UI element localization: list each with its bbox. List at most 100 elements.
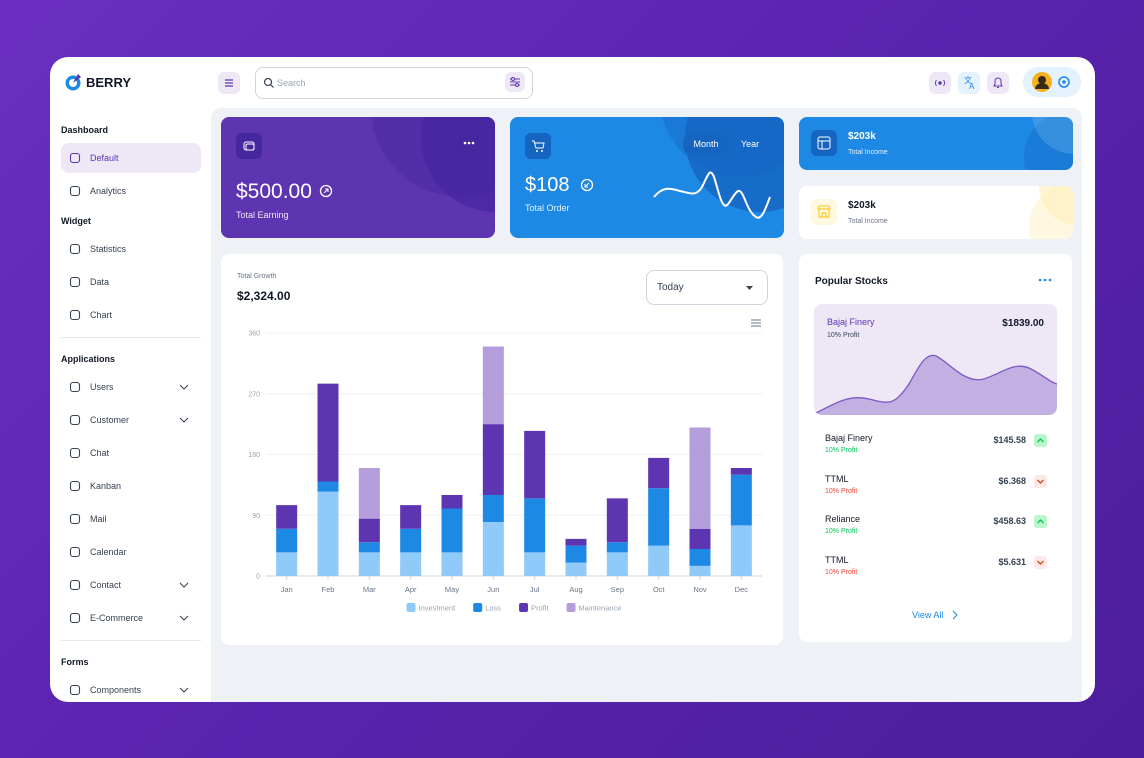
x-tick-label: Mar [363,585,376,594]
earning-menu[interactable] [458,133,480,153]
featured-name: Bajaj Finery [827,317,875,327]
main-content: $500.00 Total Earning Month Year $108 To… [211,108,1082,702]
chevron [179,687,189,693]
bar-segment [441,495,463,509]
bar-segment [441,508,463,553]
nav-icon [69,579,81,591]
nav-item[interactable]: Chat [61,438,201,468]
chart-menu[interactable] [750,318,762,328]
nav-icon [69,243,81,255]
nav-icon [69,480,81,492]
bar-segment [317,383,339,482]
view-all-link[interactable]: View All [912,610,944,620]
chevron [179,615,189,621]
legend-marker [473,603,483,612]
order-sparkline [653,171,771,219]
bar-segment [648,488,670,546]
badge-arrow [1037,519,1044,524]
stock-price: $145.58 [993,435,1026,445]
divider [61,640,201,641]
earning-card: $500.00 Total Earning [221,117,495,238]
trend-up-badge [1034,515,1047,528]
chevron-path [179,687,189,693]
legend-marker [566,603,576,612]
chevron [179,582,189,588]
nav-item[interactable]: Analytics [61,176,201,206]
period-tab[interactable]: Year [740,139,760,149]
legend-label: Investment [419,604,457,613]
nav-item[interactable]: Chart [61,300,201,330]
nav-label: Calendar [90,547,127,557]
badge-bg [1034,434,1047,447]
bar-segment [358,542,380,553]
bar-segment [482,424,504,495]
bar-segment [358,552,380,576]
stock-price: $6.368 [998,475,1026,486]
nav-item[interactable]: Default [61,143,201,173]
nav-label: Kanban [90,481,122,491]
divider [61,337,201,338]
nav-icon [69,612,81,624]
nav-icon-shape [69,513,81,525]
notifications-button[interactable] [987,72,1009,94]
stock-name: TTML [825,554,849,565]
badge-bg [1034,555,1047,569]
nav-label: E-Commerce [90,613,144,623]
trend-up-badge [1034,434,1047,447]
bar-segment [524,552,546,576]
nav-icon-shape [69,480,81,492]
x-tick-label: May [445,585,459,594]
search-filter[interactable] [505,72,525,92]
bar-segment [606,552,628,576]
nav-icon-shape [69,684,81,696]
trend-down-badge [1034,474,1047,488]
nav-icon [69,185,81,197]
stocks-menu[interactable] [1037,277,1053,283]
svg-text:A: A [969,82,975,91]
nav-label: Chart [90,310,113,320]
period-select[interactable]: Today [646,270,768,305]
nav-item[interactable]: Kanban [61,471,201,501]
x-tick-label: Apr [405,585,417,594]
growth-label: Total Growth [237,273,277,280]
stock-name: Bajaj Finery [825,433,873,443]
earning-icon [236,133,262,159]
chevron-path [179,384,189,390]
x-tick-label: Sep [611,585,624,594]
income-card: $203k Total Income [799,186,1073,239]
income-label: Total Income [848,218,888,225]
search-box[interactable]: Search [255,67,533,99]
chevron [179,417,189,423]
bar-segment [276,528,298,553]
nav-item[interactable]: Users [61,372,201,402]
y-tick-label: 360 [248,331,260,338]
nav-item[interactable]: Calendar [61,537,201,567]
bar-segment [317,491,339,576]
y-tick-label: 180 [248,452,260,459]
nav-icon [69,546,81,558]
nav-item[interactable]: Statistics [61,234,201,264]
nav-item[interactable]: Data [61,267,201,297]
nav-item[interactable]: Customer [61,405,201,435]
nav-item[interactable]: E-Commerce [61,603,201,633]
nav-item[interactable]: Components [61,675,201,702]
broadcast-button[interactable] [929,72,951,94]
stock-name: Reliance [825,514,861,524]
nav-icon-shape [69,309,81,321]
nav-icon [69,381,81,393]
income-icon [811,199,837,225]
menu-toggle[interactable] [218,72,240,94]
earning-value: $500.00 [236,180,312,203]
bar-segment [565,562,587,576]
profile-button[interactable] [1023,67,1081,97]
nav-icon [69,447,81,459]
period-tab[interactable]: Month [683,134,729,154]
bar-segment [648,457,670,489]
bar-segment [524,430,546,499]
bar-segment [524,498,546,553]
nav-item[interactable]: Contact [61,570,201,600]
featured-stock: Bajaj Finery 10% Profit $1839.00 [814,304,1057,415]
stock-list: Bajaj Finery 10% Profit $145.58 TTML 10% Pro… [799,254,1072,642]
nav-item[interactable]: Mail [61,504,201,534]
